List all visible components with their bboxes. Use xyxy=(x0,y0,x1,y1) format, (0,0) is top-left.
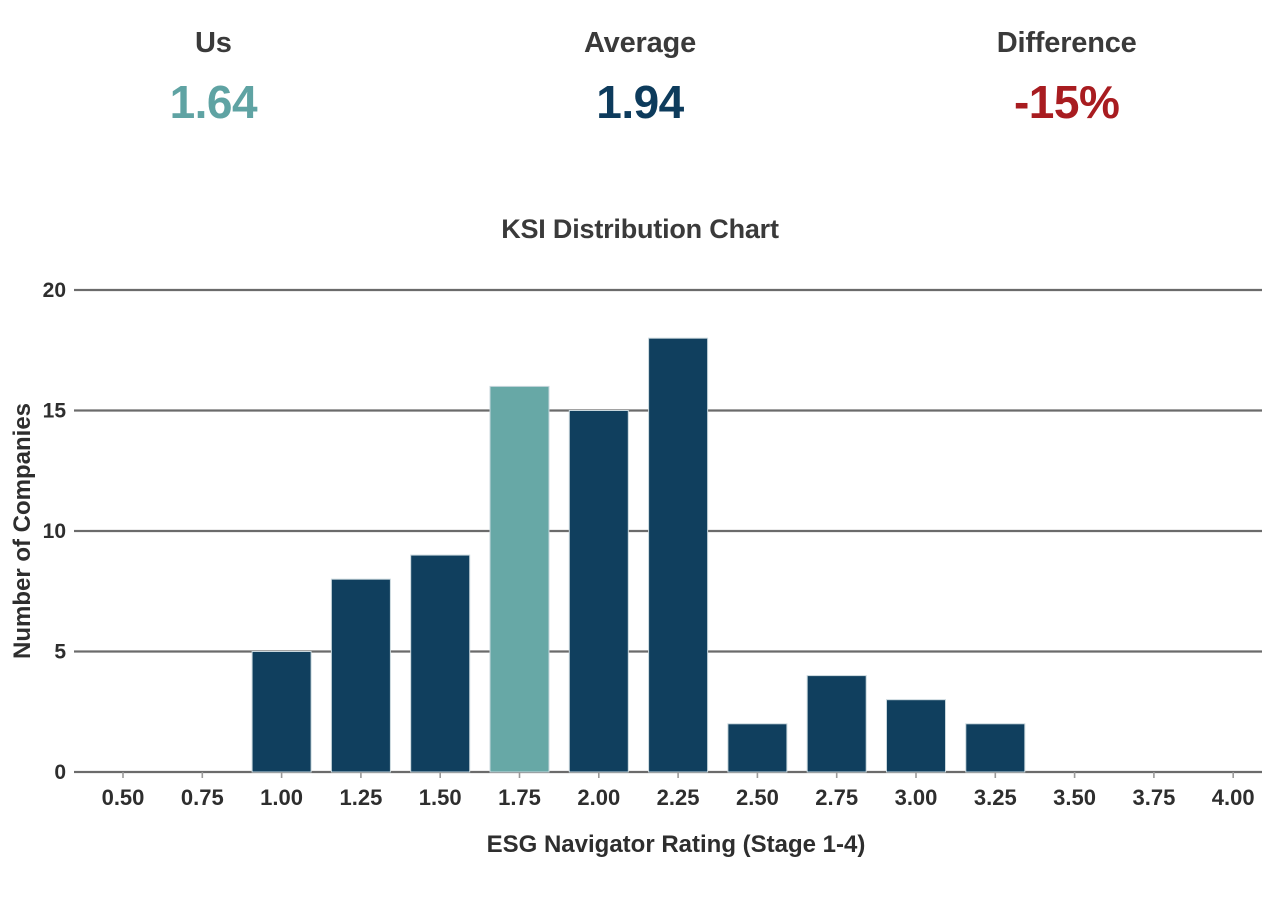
y-axis-title: Number of Companies xyxy=(9,403,36,659)
x-tick-label-4.00: 4.00 xyxy=(1212,785,1255,810)
y-tick-label-10: 10 xyxy=(43,520,66,543)
kpi-header: Us 1.64 Average 1.94 Difference -15% xyxy=(0,0,1280,175)
x-tick-label-2.75: 2.75 xyxy=(815,785,858,810)
kpi-label-us: Us xyxy=(195,27,232,59)
kpi-label-difference: Difference xyxy=(996,27,1137,59)
x-tickmarks-group xyxy=(122,772,1234,778)
bar[interactable] xyxy=(410,554,471,773)
bar[interactable] xyxy=(568,410,629,773)
y-tick-label-0: 0 xyxy=(54,761,66,784)
kpi-value-average: 1.94 xyxy=(596,75,684,128)
y-tick-labels-group: 0 5 10 15 20 xyxy=(43,279,67,784)
y-tick-label-20: 20 xyxy=(43,279,66,302)
y-tick-label-5: 5 xyxy=(54,641,66,664)
bar[interactable] xyxy=(648,337,709,773)
kpi-label-average: Average xyxy=(584,27,696,59)
bar-highlighted[interactable] xyxy=(489,385,550,773)
chart-title: KSI Distribution Chart xyxy=(501,214,779,244)
bars-group xyxy=(251,337,1026,773)
x-tick-label-0.50: 0.50 xyxy=(102,785,145,810)
bar[interactable] xyxy=(330,578,391,773)
x-tick-labels-group: 0.50 0.75 1.00 1.25 1.50 1.75 2.00 2.25 2.50 2.75… xyxy=(102,785,1255,810)
x-tick-label-2.00: 2.00 xyxy=(577,785,620,810)
x-tick-label-0.75: 0.75 xyxy=(181,785,224,810)
kpi-card-average: Average 1.94 xyxy=(427,0,854,127)
x-tick-label-1.00: 1.00 xyxy=(260,785,303,810)
bar[interactable] xyxy=(886,699,946,773)
x-tick-label-3.00: 3.00 xyxy=(895,785,938,810)
x-tick-label-3.75: 3.75 xyxy=(1132,785,1175,810)
x-tick-label-1.75: 1.75 xyxy=(498,785,541,810)
x-tick-label-3.25: 3.25 xyxy=(974,785,1017,810)
x-tick-label-2.25: 2.25 xyxy=(657,785,700,810)
bar[interactable] xyxy=(965,723,1026,773)
bar[interactable] xyxy=(251,651,312,773)
x-tick-label-1.50: 1.50 xyxy=(419,785,462,810)
kpi-value-us: 1.64 xyxy=(169,75,258,128)
x-tick-label-2.50: 2.50 xyxy=(736,785,779,810)
kpi-card-difference: Difference -15% xyxy=(853,0,1280,127)
bar[interactable] xyxy=(727,723,788,773)
kpi-value-difference: -15% xyxy=(1013,75,1120,128)
x-tick-label-1.25: 1.25 xyxy=(339,785,382,810)
y-tick-label-15: 15 xyxy=(43,400,67,423)
kpi-card-us: Us 1.64 xyxy=(0,0,427,127)
x-axis-title: ESG Navigator Rating (Stage 1-4) xyxy=(487,831,866,858)
bar[interactable] xyxy=(806,675,867,773)
x-tick-label-3.50: 3.50 xyxy=(1053,785,1096,810)
axis-titles-group: ESG Navigator Rating (Stage 1-4) Number o… xyxy=(9,403,865,858)
